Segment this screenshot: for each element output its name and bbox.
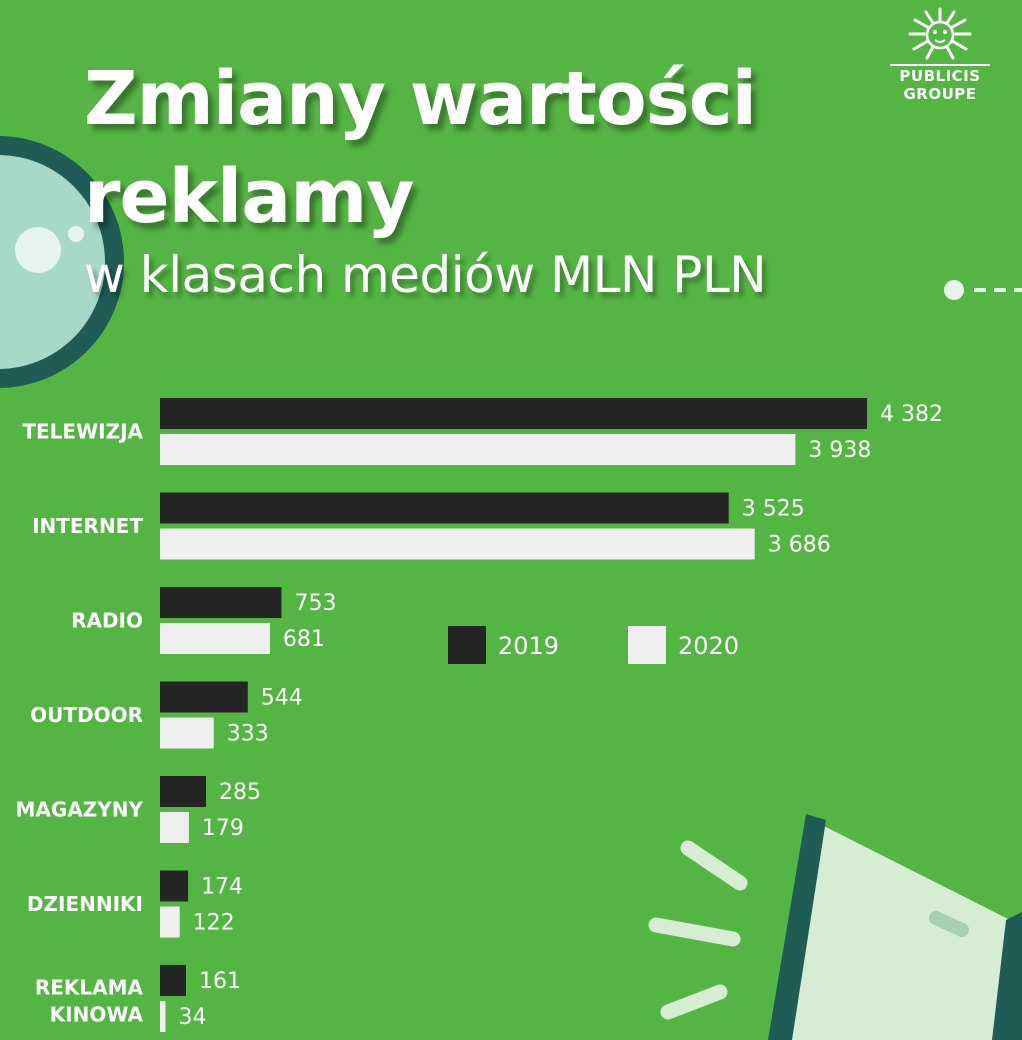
category-label: OUTDOOR — [30, 703, 143, 727]
bar-2020 — [160, 528, 755, 560]
data-label-2020: 122 — [193, 911, 235, 936]
category-label: MAGAZYNY — [16, 798, 144, 822]
bar-2019 — [160, 870, 189, 902]
category-label: DZIENNIKI — [27, 892, 143, 916]
bar-2019 — [160, 492, 729, 524]
data-label-2019: 285 — [219, 780, 261, 805]
bar-2020 — [160, 434, 796, 465]
bar-2019 — [160, 965, 186, 996]
page-title-line2: reklamy — [84, 154, 415, 240]
data-label-2020: 681 — [283, 627, 325, 652]
bar-2019 — [160, 776, 206, 807]
bar-2019 — [160, 398, 867, 429]
data-label-2020: 3 938 — [808, 438, 871, 463]
legend-swatch-2019 — [448, 626, 486, 664]
bar-2020 — [160, 623, 270, 654]
data-label-2019: 174 — [201, 875, 243, 900]
data-label-2020: 333 — [227, 722, 269, 747]
data-label-2019: 161 — [199, 969, 241, 994]
dashed-line-decoration — [944, 280, 1022, 300]
logo-text-line1: PUBLICIS — [899, 67, 981, 85]
lion-head-icon — [908, 7, 972, 60]
category-label: REKLAMA — [35, 976, 144, 1000]
bar-2020 — [160, 1001, 166, 1032]
logo-divider — [890, 64, 990, 66]
bar-2019 — [160, 681, 248, 713]
category-label: TELEWIZJA — [22, 420, 143, 444]
data-label-2020: 34 — [178, 1005, 206, 1030]
data-label-2020: 3 686 — [768, 533, 831, 558]
bar-2019 — [160, 587, 282, 618]
magnifier-icon — [0, 136, 124, 388]
data-label-2019: 3 525 — [742, 497, 805, 522]
data-label-2019: 4 382 — [880, 402, 943, 427]
bar-2020 — [160, 717, 214, 749]
logo-text-line2: GROUPE — [903, 85, 977, 103]
data-label-2019: 753 — [294, 591, 336, 616]
legend-swatch-2020 — [628, 626, 666, 664]
category-label: INTERNET — [32, 514, 143, 538]
data-label-2020: 179 — [202, 816, 244, 841]
legend-label-2020: 2020 — [678, 632, 739, 660]
publicis-groupe-logo: PUBLICIS GROUPE — [884, 6, 996, 103]
megaphone-icon — [648, 814, 1022, 1040]
page-subtitle: w klasach mediów MLN PLN — [84, 246, 767, 304]
page-title-line1: Zmiany wartości — [84, 56, 757, 142]
bar-2020 — [160, 812, 189, 843]
legend-label-2019: 2019 — [498, 632, 559, 660]
bar-2020 — [160, 906, 180, 938]
category-label: KINOWA — [50, 1003, 144, 1027]
data-label-2019: 544 — [261, 686, 303, 711]
category-label: RADIO — [71, 609, 143, 633]
